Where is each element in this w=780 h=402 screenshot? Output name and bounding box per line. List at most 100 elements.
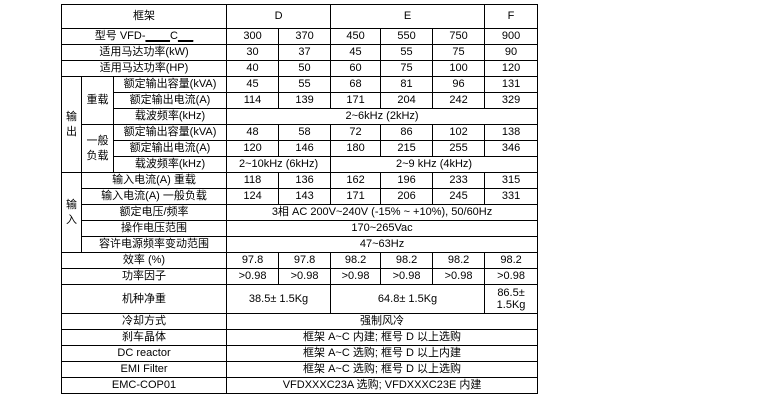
cell: >0.98	[330, 268, 382, 285]
kw-row: 适用马达功率(kW) 30 37 45 55 75 90	[60, 44, 539, 61]
frame-d: D	[226, 4, 332, 29]
cell: 136	[278, 172, 332, 189]
row-label: 功率因子	[60, 268, 228, 285]
cell: 120	[226, 140, 280, 157]
row-label: EMC-COP01	[60, 377, 228, 394]
cell: 245	[432, 188, 486, 205]
row-label: 额定输出电流(A)	[112, 92, 228, 109]
cell: 55	[278, 76, 332, 93]
cell: 102	[432, 124, 486, 141]
frame-f: F	[484, 4, 539, 29]
voltage-row: 额定电压/频率 3相 AC 200V~240V (-15% ~ +10%), 5…	[62, 204, 539, 221]
cell: 329	[484, 92, 539, 109]
cell: 170~265Vac	[226, 220, 539, 237]
normal-carrier-row: 载波频率(kHz) 2~10kHz (6kHz) 2~9 kHz (4kHz)	[62, 156, 539, 173]
cell: 45	[330, 44, 382, 61]
cell: 50	[278, 60, 332, 77]
cell: 204	[380, 92, 434, 109]
input-current-normal-row: 输入电流(A) 一般负载 124 143 171 206 245 331	[62, 188, 539, 205]
row-label: 适用马达功率(kW)	[60, 44, 228, 61]
input-current-heavy-row: 输入 输入电流(A) 重载 118 136 162 196 233 315	[61, 172, 539, 253]
cell: 750	[432, 28, 486, 45]
cell: 72	[330, 124, 382, 141]
cell: 2~6kHz (2kHz)	[226, 108, 539, 125]
weight-row: 机种净重 38.5± 1.5Kg 64.8± 1.5Kg 86.5± 1.5Kg	[60, 284, 539, 314]
cell: 38.5± 1.5Kg	[226, 284, 332, 314]
cell: 68	[330, 76, 382, 93]
cell: 206	[380, 188, 434, 205]
cell: 40	[226, 60, 280, 77]
cell: 118	[226, 172, 280, 189]
cell: 131	[484, 76, 539, 93]
row-label: 容许电源频率变动范围	[80, 236, 228, 253]
row-label: 输入电流(A) 重载	[80, 172, 228, 189]
cell: 242	[432, 92, 486, 109]
cell: 331	[484, 188, 539, 205]
cell: 97.8	[226, 252, 280, 269]
cell: 48	[226, 124, 280, 141]
cell: 60	[330, 60, 382, 77]
cell: 55	[380, 44, 434, 61]
row-label: 适用马达功率(HP)	[60, 60, 228, 77]
cell: 98.2	[484, 252, 539, 269]
spec-table: 框架 D E F 型号 VFD-_ _ _C_ _ 300 370 450 55…	[60, 4, 539, 394]
cell: 138	[484, 124, 539, 141]
cell: 96	[432, 76, 486, 93]
row-label: DC reactor	[60, 345, 228, 362]
row-label: 载波频率(kHz)	[112, 108, 228, 125]
cell: 45	[226, 76, 280, 93]
row-label: 额定输出容量(kVA)	[112, 124, 228, 141]
input-group-label: 输入	[61, 172, 82, 253]
row-label: 额定电压/频率	[80, 204, 228, 221]
op-voltage-row: 操作电压范围 170~265Vac	[62, 220, 539, 237]
emc-row: EMC-COP01 VFDXXXC23A 选购; VFDXXXC23E 内建	[60, 377, 539, 394]
hp-row: 适用马达功率(HP) 40 50 60 75 100 120	[60, 60, 539, 77]
cell: 124	[226, 188, 280, 205]
cell: 75	[380, 60, 434, 77]
heavy-kva-row: 输出 重载 额定输出容量(kVA) 45 55 68 81 96 131	[61, 76, 539, 173]
model-label: 型号 VFD-_ _ _C_ _	[60, 28, 228, 45]
cell: 97.8	[278, 252, 332, 269]
cell: 300	[226, 28, 280, 45]
cell: 37	[278, 44, 332, 61]
row-label: 效率 (%)	[60, 252, 228, 269]
row-label: 输入电流(A) 一般负载	[80, 188, 228, 205]
cell: 2~9 kHz (4kHz)	[330, 156, 539, 173]
cell: 81	[380, 76, 434, 93]
cell: 139	[278, 92, 332, 109]
cell: 强制风冷	[226, 313, 539, 330]
cell: 143	[278, 188, 332, 205]
cooling-row: 冷却方式 强制风冷	[60, 313, 539, 330]
cell: 框架 A~C 内建; 框号 D 以上选购	[226, 329, 539, 346]
row-label: 冷却方式	[60, 313, 228, 330]
row-label: 额定输出容量(kVA)	[112, 76, 228, 93]
heavy-current-row: 额定输出电流(A) 114 139 171 204 242 329	[62, 92, 539, 109]
row-label: EMI Filter	[60, 361, 228, 378]
cell: >0.98	[278, 268, 332, 285]
cell: 框架 A~C 选购; 框号 D 以上内建	[226, 345, 539, 362]
cell: 450	[330, 28, 382, 45]
frame-label: 框架	[60, 4, 228, 29]
cell: 90	[484, 44, 539, 61]
cell: 47~63Hz	[226, 236, 539, 253]
cell: 2~10kHz (6kHz)	[226, 156, 332, 173]
cell: 215	[380, 140, 434, 157]
cell: 120	[484, 60, 539, 77]
freq-range-row: 容许电源频率变动范围 47~63Hz	[62, 236, 539, 253]
row-label: 刹车晶体	[60, 329, 228, 346]
heavy-carrier-row: 载波频率(kHz) 2~6kHz (2kHz)	[62, 108, 539, 125]
cell: 58	[278, 124, 332, 141]
cell: 框架 A~C 选购; 框号 D 以上选购	[226, 361, 539, 378]
cell: 3相 AC 200V~240V (-15% ~ +10%), 50/60Hz	[226, 204, 539, 221]
cell: 346	[484, 140, 539, 157]
cell: 98.2	[432, 252, 486, 269]
cell: 64.8± 1.5Kg	[330, 284, 486, 314]
cell: >0.98	[432, 268, 486, 285]
cell: >0.98	[226, 268, 280, 285]
cell: 315	[484, 172, 539, 189]
cell: 30	[226, 44, 280, 61]
row-label: 载波频率(kHz)	[112, 156, 228, 173]
cell: 233	[432, 172, 486, 189]
cell: 98.2	[330, 252, 382, 269]
cell: 370	[278, 28, 332, 45]
